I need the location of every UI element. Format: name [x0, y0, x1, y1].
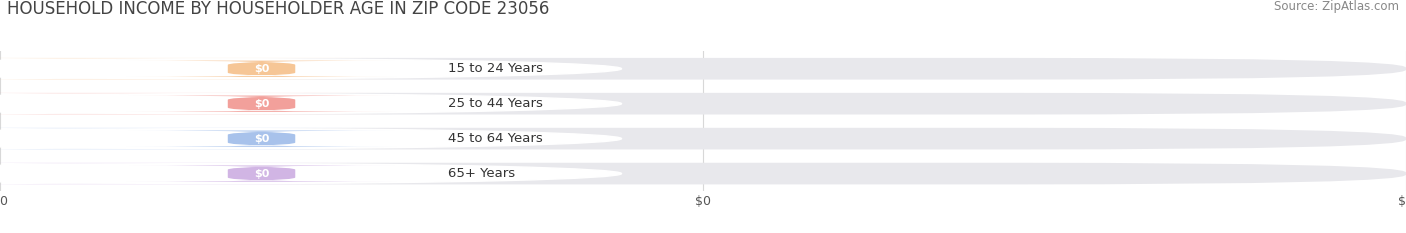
Circle shape — [0, 59, 621, 79]
FancyBboxPatch shape — [127, 61, 396, 77]
Text: $0: $0 — [254, 134, 269, 144]
Circle shape — [0, 164, 621, 184]
FancyBboxPatch shape — [0, 128, 394, 150]
FancyBboxPatch shape — [0, 163, 1406, 185]
Text: 15 to 24 Years: 15 to 24 Years — [449, 62, 543, 75]
Text: 65+ Years: 65+ Years — [449, 167, 515, 180]
FancyBboxPatch shape — [0, 58, 394, 80]
Text: Source: ZipAtlas.com: Source: ZipAtlas.com — [1274, 0, 1399, 13]
FancyBboxPatch shape — [0, 58, 1406, 80]
FancyBboxPatch shape — [0, 163, 394, 185]
Text: 25 to 44 Years: 25 to 44 Years — [449, 97, 543, 110]
FancyBboxPatch shape — [127, 96, 396, 112]
Circle shape — [0, 129, 621, 149]
Text: $0: $0 — [254, 169, 269, 178]
FancyBboxPatch shape — [0, 93, 1406, 115]
Circle shape — [0, 94, 621, 114]
Text: 45 to 64 Years: 45 to 64 Years — [449, 132, 543, 145]
FancyBboxPatch shape — [127, 165, 396, 182]
FancyBboxPatch shape — [0, 128, 1406, 150]
Text: $0: $0 — [254, 64, 269, 74]
Text: $0: $0 — [254, 99, 269, 109]
FancyBboxPatch shape — [127, 130, 396, 147]
Text: HOUSEHOLD INCOME BY HOUSEHOLDER AGE IN ZIP CODE 23056: HOUSEHOLD INCOME BY HOUSEHOLDER AGE IN Z… — [7, 0, 550, 18]
FancyBboxPatch shape — [0, 93, 394, 115]
